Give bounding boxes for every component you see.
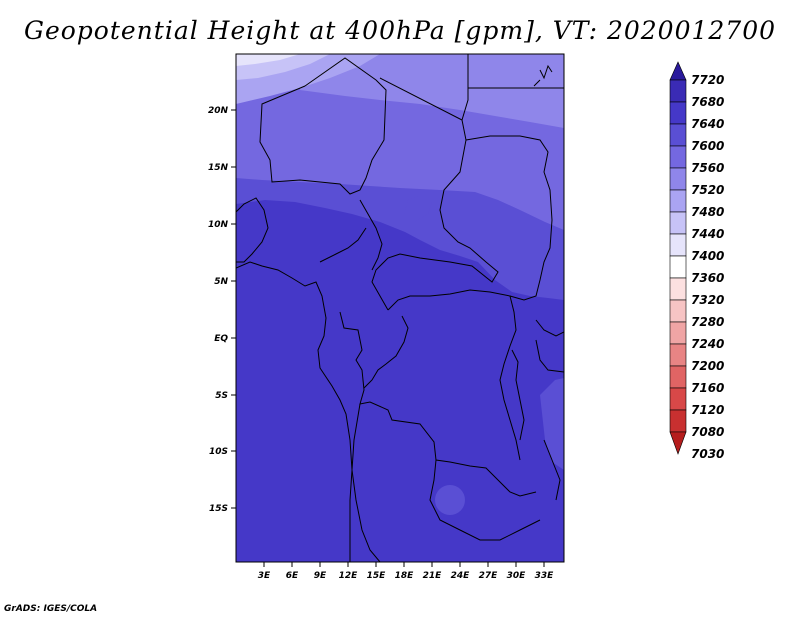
colorbar-label: 7080 bbox=[691, 425, 724, 439]
colorbar-swatch bbox=[669, 123, 687, 147]
colorbar-label: 7720 bbox=[691, 73, 724, 87]
lon-label: 30E bbox=[507, 571, 527, 581]
lon-label: 33E bbox=[535, 571, 555, 581]
colorbar: 7720 7680 7640 7600 7560 7520 7480 7440 7400 7360… bbox=[669, 61, 724, 461]
colorbar-swatch bbox=[669, 409, 687, 433]
colorbar-swatch bbox=[669, 255, 687, 279]
lat-ticks bbox=[231, 109, 236, 509]
coastline-guinea bbox=[236, 197, 269, 263]
colorbar-label: 7200 bbox=[691, 359, 724, 373]
lat-label: 15N bbox=[208, 163, 229, 173]
country-borders bbox=[236, 54, 564, 562]
colorbar-label: 7560 bbox=[691, 161, 724, 175]
colorbar-label: 7240 bbox=[691, 337, 724, 351]
colorbar-label: 7640 bbox=[691, 117, 724, 131]
colorbar-swatch bbox=[669, 145, 687, 169]
colorbar-swatch bbox=[669, 189, 687, 213]
lat-label: 15S bbox=[209, 504, 228, 514]
lat-label: 10N bbox=[208, 220, 229, 230]
colorbar-swatch bbox=[669, 387, 687, 411]
lon-label: 15E bbox=[367, 571, 387, 581]
colorbar-swatch bbox=[669, 101, 687, 125]
colorbar-arrow-top bbox=[669, 61, 687, 81]
colorbar-swatch bbox=[669, 233, 687, 257]
mali-niger bbox=[259, 57, 387, 195]
great-lakes bbox=[511, 349, 561, 501]
map-title: Geopotential Height at 400hPa [gpm], VT:… bbox=[23, 16, 777, 45]
colorbar-swatch bbox=[669, 211, 687, 235]
field-7600-patch-south bbox=[435, 485, 465, 515]
colorbar-label: 7120 bbox=[691, 403, 724, 417]
libya-egypt bbox=[461, 54, 564, 121]
lon-label: 3E bbox=[258, 571, 271, 581]
colorbar-swatch bbox=[669, 365, 687, 389]
colorbar-label: 7160 bbox=[691, 381, 724, 395]
coastline-west bbox=[236, 261, 353, 562]
colorbar-swatch bbox=[669, 277, 687, 301]
colorbar-swatch bbox=[669, 343, 687, 367]
colorbar-label: 7400 bbox=[691, 249, 724, 263]
lon-ticks bbox=[263, 562, 545, 567]
chad bbox=[371, 77, 499, 311]
nigeria bbox=[319, 199, 383, 271]
zambia bbox=[429, 459, 541, 541]
drc-east bbox=[387, 289, 521, 461]
lon-label: 6E bbox=[286, 571, 299, 581]
colorbar-swatch bbox=[669, 79, 687, 103]
colorbar-arrow-bottom bbox=[669, 431, 687, 455]
lat-labels: 20N 15N 10N 5N EQ 5S 10S 15S bbox=[208, 106, 229, 514]
lat-label: 10S bbox=[209, 447, 228, 457]
lat-label: 5N bbox=[214, 277, 228, 287]
colorbar-label: 7480 bbox=[691, 205, 724, 219]
height-field bbox=[236, 54, 564, 562]
angola bbox=[351, 403, 381, 562]
lon-label: 12E bbox=[339, 571, 359, 581]
field-7400 bbox=[236, 54, 300, 66]
lon-label: 18E bbox=[395, 571, 415, 581]
congo bbox=[363, 315, 409, 389]
colorbar-label: 7600 bbox=[691, 139, 724, 153]
nile-delta bbox=[533, 64, 553, 87]
lat-label: 20N bbox=[208, 106, 229, 116]
colorbar-swatch bbox=[669, 167, 687, 191]
colorbar-swatch bbox=[669, 299, 687, 323]
colorbar-label: 7030 bbox=[691, 447, 724, 461]
lon-labels: 3E 6E 9E 12E 15E 18E 21E 24E 27E 30E 33E bbox=[258, 571, 554, 581]
lon-label: 9E bbox=[314, 571, 327, 581]
lat-label: 5S bbox=[215, 391, 228, 401]
colorbar-label: 7280 bbox=[691, 315, 724, 329]
field-7600-patch-east bbox=[540, 378, 564, 470]
colorbar-label: 7440 bbox=[691, 227, 724, 241]
colorbar-label: 7360 bbox=[691, 271, 724, 285]
map-frame bbox=[235, 53, 565, 563]
lon-label: 27E bbox=[479, 571, 499, 581]
drc-south bbox=[339, 311, 537, 497]
colorbar-label: 7520 bbox=[691, 183, 724, 197]
credit-label: GrADS: IGES/COLA bbox=[4, 604, 98, 614]
colorbar-swatch bbox=[669, 321, 687, 345]
lat-label: EQ bbox=[214, 334, 228, 344]
colorbar-label: 7680 bbox=[691, 95, 724, 109]
sudan bbox=[465, 135, 553, 301]
east-africa bbox=[535, 319, 564, 373]
lon-label: 21E bbox=[423, 571, 443, 581]
field-7600-patch-chad bbox=[404, 196, 432, 222]
lon-label: 24E bbox=[451, 571, 471, 581]
colorbar-label: 7320 bbox=[691, 293, 724, 307]
